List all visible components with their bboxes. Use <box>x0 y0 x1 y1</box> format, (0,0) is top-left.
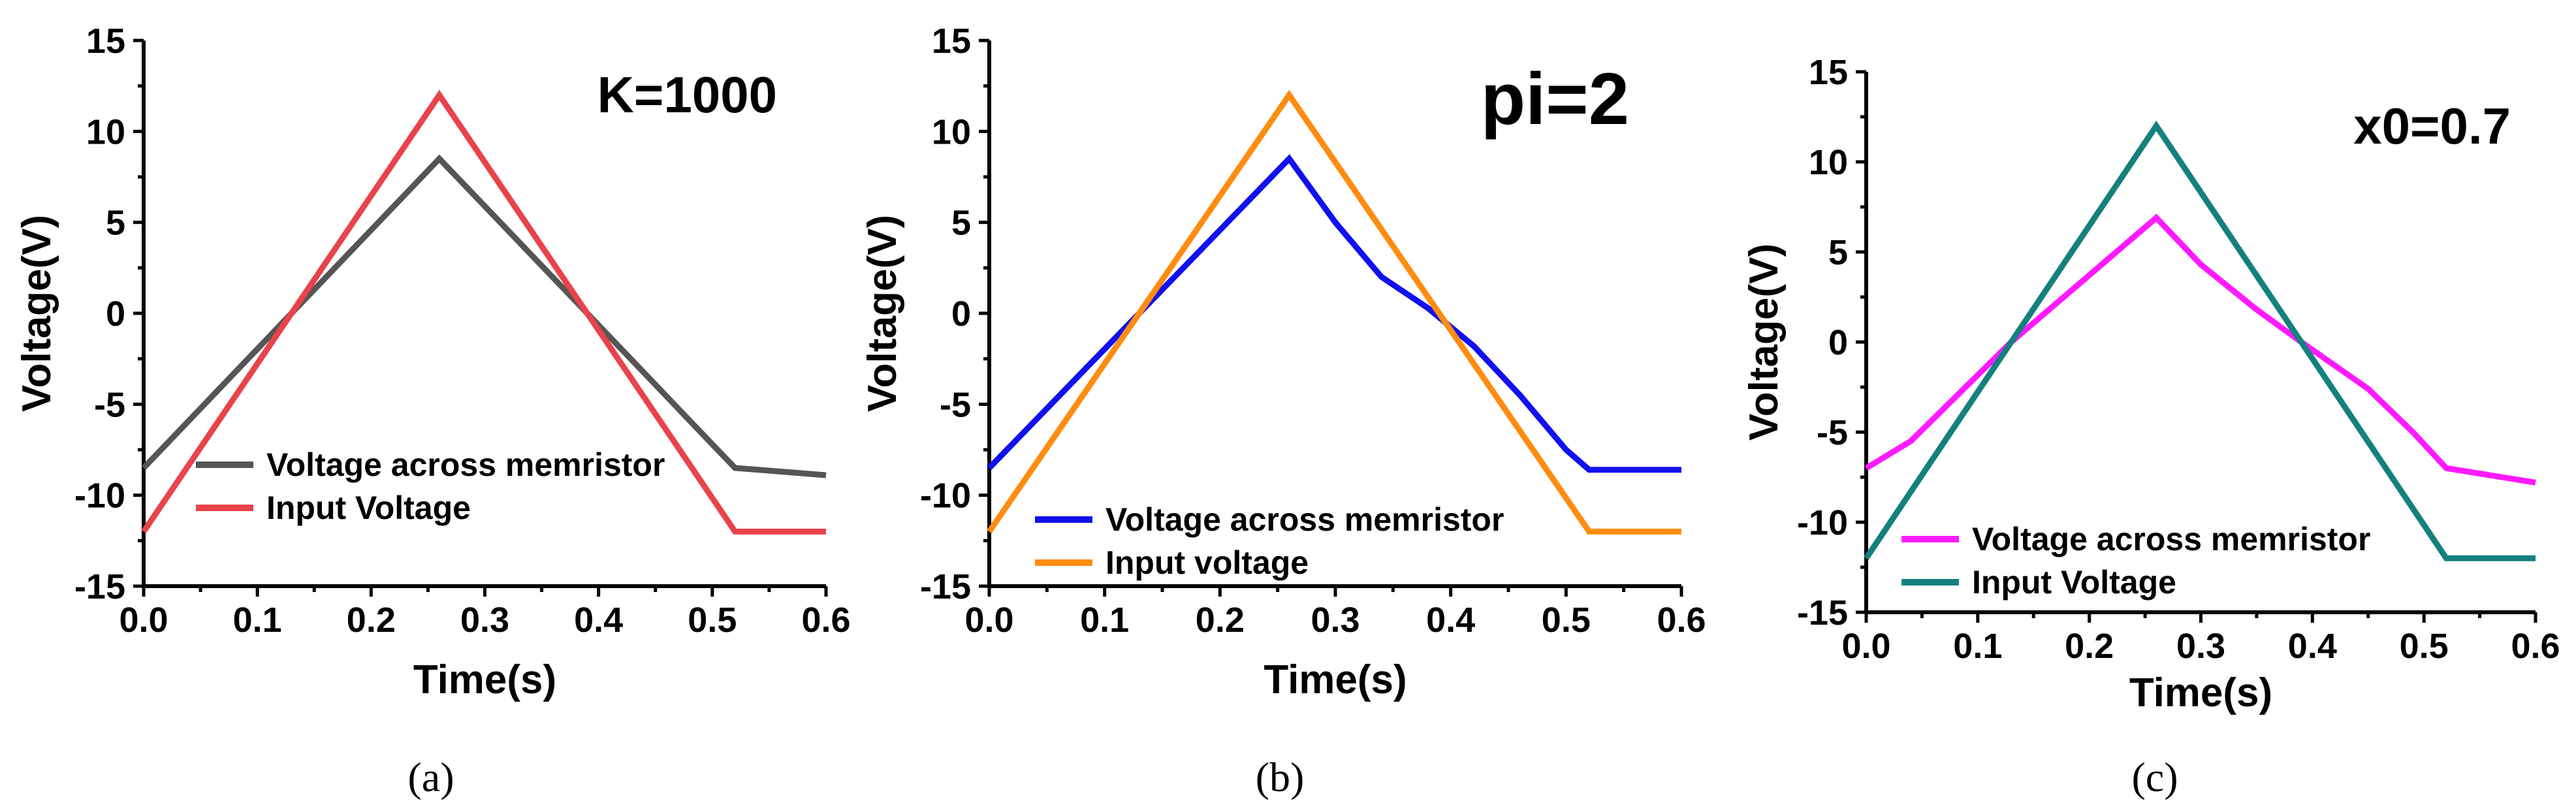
chart-2-x-tick-label: 0.3 <box>1311 601 1360 640</box>
chart-1-y-tick-label: 5 <box>106 204 125 243</box>
chart-3: 0.0 0.1 0.2 0.3 0.4 0.5 0.6 15 10 5 0 -5 -10 -15 Time(… <box>1741 53 2560 800</box>
chart-3-y-tick-label: 15 <box>1809 53 1848 92</box>
chart-2-y-axis-title: Voltage(V) <box>860 215 905 412</box>
chart-2-x-tick-label: 0.4 <box>1426 601 1475 640</box>
chart-2-x-tick-label: 0.0 <box>964 601 1013 640</box>
chart-2-y-tick-label: 5 <box>951 204 971 243</box>
chart-1-y-axis-title: Voltage(V) <box>14 215 59 412</box>
chart-1-legend-label-2: Input Voltage <box>266 490 471 526</box>
chart-1-x-tick-label: 0.6 <box>801 601 850 640</box>
chart-3-x-tick-label: 0.2 <box>2065 627 2114 666</box>
chart-2-legend-label-1: Voltage across memristor <box>1105 501 1504 538</box>
chart-3-x-tick-label: 0.1 <box>1953 627 2002 666</box>
chart-2-x-axis-title: Time(s) <box>1264 657 1407 702</box>
chart-1-x-tick-label: 0.5 <box>688 601 737 640</box>
chart-1-y-tick-label: -10 <box>74 476 125 516</box>
chart-1-annotation: K=1000 <box>597 66 777 123</box>
chart-3-caption: (c) <box>2131 754 2178 800</box>
chart-1-caption: (a) <box>407 754 454 800</box>
chart-1-x-tick-label: 0.2 <box>347 601 396 640</box>
chart-3-legend-label-1: Voltage across memristor <box>1972 521 2370 557</box>
chart-2-annotation: pi=2 <box>1481 58 1629 140</box>
chart-2-x-tick-label: 0.5 <box>1542 601 1591 640</box>
chart-1-y-tick-label: 10 <box>86 112 125 151</box>
chart-3-y-axis-title: Voltage(V) <box>1741 243 1787 441</box>
chart-2-caption: (b) <box>1256 754 1305 800</box>
chart-3-series-1-line <box>1864 213 2536 486</box>
chart-2: 0.0 0.1 0.2 0.3 0.4 0.5 0.6 15 10 5 0 -5 -10 -15 Time(… <box>860 22 1706 800</box>
chart-3-x-tick-label: 0.3 <box>2176 627 2225 666</box>
chart-3-y-tick-label: -5 <box>1817 413 1848 452</box>
chart-1-legend-label-1: Voltage across memristor <box>266 446 665 483</box>
chart-3-y-tick-label: -10 <box>1797 503 1848 542</box>
chart-3-x-tick-label: 0.0 <box>1841 627 1890 666</box>
chart-2-y-tick-label: -10 <box>920 476 971 516</box>
chart-3-x-tick-label: 0.4 <box>2288 627 2337 666</box>
chart-1-x-tick-label: 0.4 <box>574 601 623 640</box>
chart-2-series-2-line <box>987 89 1681 535</box>
chart-1-x-tick-label: 0.3 <box>460 601 509 640</box>
chart-1-y-tick-label: -15 <box>74 567 125 606</box>
chart-3-x-tick-label: 0.5 <box>2400 627 2449 666</box>
chart-2-series-1-line <box>987 154 1681 473</box>
chart-3-y-tick-label: 5 <box>1828 233 1848 272</box>
chart-3-legend-label-2: Input Voltage <box>1972 564 2176 601</box>
chart-3-y-tick-label: 0 <box>1828 323 1848 362</box>
chart-3-series-2-line <box>1864 120 2536 561</box>
chart-1-y-tick-label: 0 <box>106 294 125 334</box>
chart-2-y-tick-label: -15 <box>920 567 971 606</box>
chart-1-series-2-line <box>141 89 826 535</box>
chart-1: 0.0 0.1 0.2 0.3 0.4 0.5 0.6 15 10 5 0 -5 -10 -15 Time(… <box>14 22 851 800</box>
chart-2-y-tick-label: 15 <box>932 22 971 61</box>
chart-3-y-tick-label: 10 <box>1809 143 1848 182</box>
chart-3-y-tick-label: -15 <box>1797 593 1848 632</box>
chart-1-series-1-line <box>141 154 827 478</box>
chart-1-x-tick-label: 0.1 <box>233 601 282 640</box>
chart-2-y-tick-label: 0 <box>951 294 971 334</box>
chart-3-x-axis-title: Time(s) <box>2129 670 2272 715</box>
chart-2-y-tick-label: 10 <box>932 112 971 151</box>
chart-1-y-tick-label: 15 <box>86 22 125 61</box>
chart-3-annotation: x0=0.7 <box>2353 97 2511 155</box>
chart-1-x-tick-label: 0.0 <box>119 601 168 640</box>
chart-1-x-axis-title: Time(s) <box>413 657 556 702</box>
chart-2-legend-label-2: Input voltage <box>1105 544 1309 581</box>
chart-2-x-tick-label: 0.6 <box>1657 601 1706 640</box>
chart-1-y-tick-label: -5 <box>94 385 125 424</box>
chart-2-y-tick-label: -5 <box>940 385 971 424</box>
chart-2-x-tick-label: 0.2 <box>1196 601 1245 640</box>
chart-3-x-tick-label: 0.6 <box>2511 627 2560 666</box>
chart-2-x-tick-label: 0.1 <box>1080 601 1129 640</box>
